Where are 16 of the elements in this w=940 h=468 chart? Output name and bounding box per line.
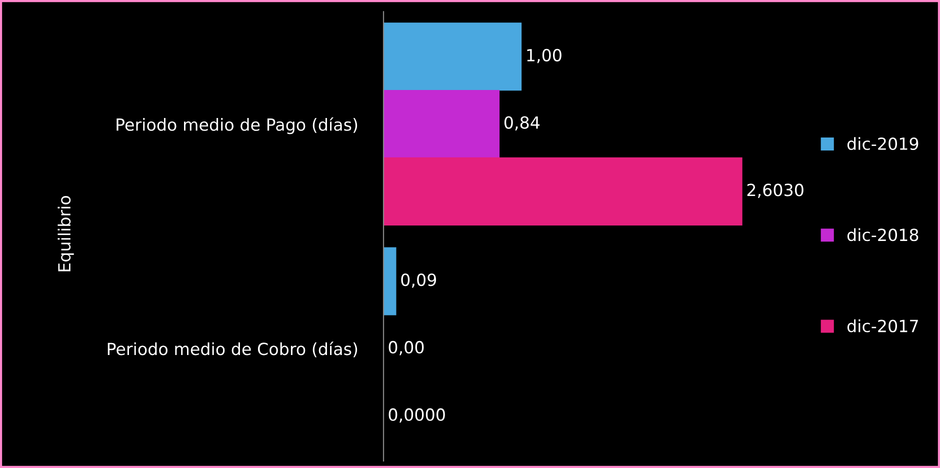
data-label: 0,0000 [388, 408, 445, 423]
data-label: 0,84 [504, 116, 540, 131]
data-label: 0,09 [401, 273, 436, 288]
bar [384, 22, 522, 91]
legend-label: dic-2019 [847, 137, 918, 150]
bar [384, 157, 742, 226]
legend-label: dic-2018 [847, 228, 918, 242]
y-tick-label: Periodo medio de Pago (días) [116, 117, 358, 134]
y-tick-label: Periodo medio de Cobro (días) [108, 342, 358, 358]
legend-label: dic-2017 [847, 319, 918, 332]
bar [384, 90, 500, 158]
data-label: 0,00 [388, 340, 424, 356]
data-label: 1,00 [527, 48, 562, 64]
y-axis-title: Equilibrio [58, 196, 74, 272]
bar [384, 247, 396, 316]
data-label: 2,6030 [747, 184, 804, 198]
